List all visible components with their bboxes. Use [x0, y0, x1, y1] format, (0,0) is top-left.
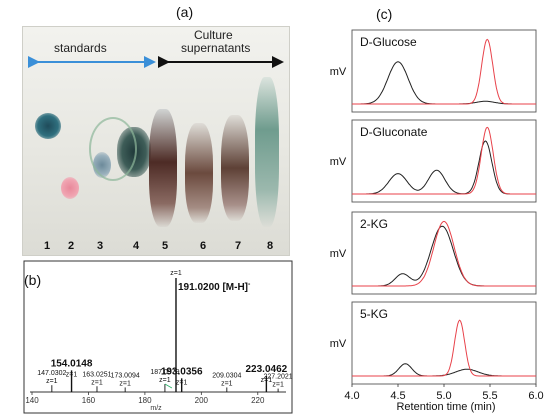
ms-peak-charge: z=1	[176, 379, 188, 386]
ms-peak-label: 193.0356	[161, 366, 203, 377]
hplc-subplot-frame	[351, 119, 537, 203]
panel-label-a: (a)	[176, 4, 194, 20]
ms-x-tick-label: 140	[25, 396, 39, 405]
tlc-ring-artifact	[89, 117, 137, 181]
ms-peak-label: 163.0251	[82, 371, 111, 378]
lane-number-2: 2	[68, 240, 75, 252]
ms-peak-label: 223.0462	[246, 364, 288, 375]
hplc-sample-trace	[352, 225, 536, 287]
hplc-standard-trace	[352, 126, 536, 195]
tlc-arrows	[28, 56, 284, 68]
hplc-subplot-title: D-Gluconate	[360, 125, 428, 139]
hplc-x-tick-label: 4.5	[390, 390, 405, 402]
tlc-spot-lane-1	[35, 113, 61, 139]
hplc-y-axis-label: mV	[330, 338, 347, 350]
ms-peak-charge: z=1	[66, 371, 78, 378]
hplc-standard-trace	[352, 319, 536, 377]
hplc-x-tick-label: 5.5	[482, 390, 497, 402]
ms-peak-label-superscript: -	[248, 281, 251, 288]
ms-peak-charge: z=1	[221, 380, 233, 387]
panel-label-c: (c)	[376, 6, 393, 22]
ms-peak-label: 154.0148	[51, 358, 93, 369]
ms-peak-charge: z=1	[261, 377, 273, 384]
lane-number-4: 4	[133, 240, 140, 252]
ms-peak-charge: z=1	[170, 270, 182, 277]
hplc-subplot-frame	[351, 29, 537, 113]
hplc-x-tick-label: 4.0	[344, 390, 359, 402]
ms-peak-charge: z=1	[119, 380, 131, 387]
hplc-sample-trace	[352, 61, 536, 105]
tlc-spot-lane-2	[61, 177, 79, 199]
hplc-x-tick-label: 6.0	[528, 390, 543, 402]
hplc-x-axis-label: Retention time (min)	[396, 401, 495, 413]
panel-label-b: (b)	[24, 272, 42, 288]
ms-x-tick-label: 180	[138, 396, 152, 405]
ms-peak-charge: z=1	[46, 378, 58, 385]
lane-number-5: 5	[162, 240, 169, 252]
tlc-spot-lane-6	[185, 123, 213, 223]
hplc-chromatograms: D-Glucose mV D-Gluconate mV 2-KG mV 5-KG mV 4.0…	[330, 29, 544, 413]
ms-annotation-line	[164, 383, 173, 389]
ms-x-axis-label: m/z	[150, 405, 162, 412]
standards-label: standards	[54, 41, 107, 55]
culture-label-line2: supernatants	[181, 41, 251, 55]
hplc-sample-trace	[352, 363, 536, 377]
ms-peak-label: 173.0094	[111, 372, 140, 379]
hplc-y-axis-label: mV	[330, 248, 347, 260]
tlc-spot-lane-7	[221, 115, 249, 221]
ms-peak-label: 209.0304	[212, 372, 241, 379]
ms-peak-charge: z=1	[159, 377, 171, 384]
ms-peak-charge: z=1	[91, 379, 103, 386]
ms-peak-label: 187.0979	[150, 369, 179, 376]
hplc-subplot-title: 5-KG	[360, 307, 388, 321]
ms-peak-charge: z=1	[272, 382, 284, 389]
lane-number-3: 3	[97, 240, 104, 252]
lane-number-1: 1	[44, 240, 51, 252]
hplc-x-tick-label: 5.0	[436, 390, 451, 402]
ms-peak-label: 227.2021	[264, 374, 293, 381]
ms-frame	[23, 260, 293, 414]
hplc-subplot-title: D-Glucose	[360, 35, 417, 49]
lane-number-8: 8	[267, 240, 274, 252]
hplc-subplot-title: 2-KG	[360, 217, 388, 231]
hplc-subplot-frame	[351, 211, 537, 295]
ms-x-tick-label: 160	[82, 396, 96, 405]
ms-peak-label: 191.0200 [M-H]-	[178, 281, 251, 293]
ms-x-tick-label: 220	[251, 396, 265, 405]
ms-x-tick-label: 200	[195, 396, 209, 405]
ms-peak-label: 147.0302	[37, 370, 66, 377]
tlc-spot-lane-8	[255, 77, 279, 227]
hplc-y-axis-label: mV	[330, 156, 347, 168]
hplc-standard-trace	[352, 38, 536, 105]
hplc-sample-trace	[352, 140, 536, 195]
lane-number-6: 6	[200, 240, 207, 252]
lane-number-7: 7	[235, 240, 242, 252]
hplc-standard-trace	[352, 220, 536, 287]
tlc-spot-lane-5	[149, 109, 177, 227]
hplc-y-axis-label: mV	[330, 66, 347, 78]
culture-label-line1: Culture	[194, 28, 233, 42]
